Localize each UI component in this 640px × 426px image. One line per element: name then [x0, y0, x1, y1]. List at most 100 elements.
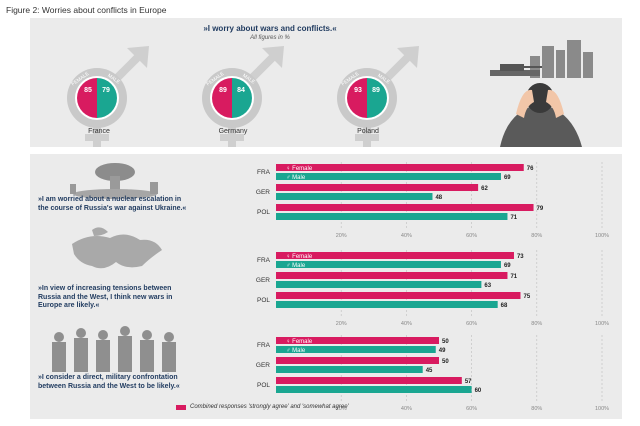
- category-label-fra: FRA: [257, 169, 271, 176]
- tick-label-20: 20%: [336, 406, 347, 412]
- figure-title: Figure 2: Worries about conflicts in Eur…: [6, 5, 167, 15]
- female-value: 93: [354, 87, 362, 94]
- male-value: 89: [372, 87, 380, 94]
- statement-nuclear: »I am worried about a nuclear escalation…: [38, 196, 187, 212]
- male-value-fra: 69: [504, 175, 511, 181]
- bottom-illustrations: [52, 163, 176, 372]
- male-value-ger: 63: [484, 283, 491, 289]
- male-arrow-head: [262, 46, 284, 68]
- tick-label-20: 20%: [336, 233, 347, 239]
- female-value-ger: 62: [481, 186, 488, 192]
- bar-charts: 20% 40% 60% 80% 100% FRA 76 ♀ Female 69 ♂ Male GER…: [256, 162, 609, 412]
- female-value-fra: 76: [527, 166, 534, 172]
- female-value-fra: 73: [517, 254, 524, 260]
- male-value-pol: 71: [510, 215, 517, 221]
- statement-confrontation: »I consider a direct, military confronta…: [38, 374, 180, 390]
- category-label-fra: FRA: [257, 342, 271, 349]
- male-half: [232, 78, 252, 118]
- soldiers-icon: [52, 326, 176, 372]
- top-headline: »I worry about wars and conflicts.«: [203, 24, 337, 33]
- category-label-pol: POL: [257, 209, 270, 216]
- female-value-ger: 50: [442, 359, 449, 365]
- tick-label-20: 20%: [336, 321, 347, 327]
- tick-label-100: 100%: [595, 321, 609, 327]
- tick-label-80: 80%: [531, 406, 542, 412]
- country-label-germany: Germany: [218, 128, 248, 135]
- male-bar-fra: [276, 261, 501, 268]
- tick-label-80: 80%: [531, 321, 542, 327]
- male-value: 84: [237, 87, 245, 94]
- male-value: 79: [102, 87, 110, 94]
- female-value-pol: 79: [537, 206, 544, 212]
- female-cross-bar: [355, 134, 379, 141]
- worried-person-illustration: [490, 40, 593, 147]
- male-value-fra: 49: [439, 348, 446, 354]
- female-bar-ger: [276, 272, 508, 279]
- series-label-male: ♂ Male: [286, 175, 306, 181]
- europe-map-icon: [72, 227, 162, 269]
- female-half: [77, 78, 97, 118]
- country-label-france: France: [88, 128, 110, 135]
- male-bar-fra: [276, 346, 436, 353]
- series-label-male: ♂ Male: [286, 348, 306, 354]
- female-value-ger: 71: [510, 274, 517, 280]
- male-bar-ger: [276, 193, 433, 200]
- male-value-pol: 60: [475, 388, 482, 394]
- category-label-ger: GER: [256, 189, 270, 196]
- male-bar-pol: [276, 213, 508, 220]
- person-figure: [500, 83, 582, 147]
- tick-label-40: 40%: [401, 233, 412, 239]
- female-bar-pol: [276, 377, 462, 384]
- tick-label-40: 40%: [401, 406, 412, 412]
- category-label-pol: POL: [257, 382, 270, 389]
- bar-chart-1: 20% 40% 60% 80% 100% FRA 76 ♀ Female 69 ♂ Male GER…: [256, 162, 609, 239]
- country-label-poland: Poland: [357, 128, 379, 135]
- male-half: [367, 78, 387, 118]
- female-cross-bar: [220, 134, 244, 141]
- series-label-female: ♀ Female: [286, 166, 313, 172]
- city-ruins-icon: [490, 40, 593, 78]
- female-value: 89: [219, 87, 227, 94]
- male-bar-ger: [276, 366, 423, 373]
- tick-label-60: 60%: [466, 321, 477, 327]
- bottom-panel: »I am worried about a nuclear escalation…: [30, 154, 622, 419]
- female-half: [347, 78, 367, 118]
- female-value-fra: 50: [442, 339, 449, 345]
- male-arrow-head: [127, 46, 149, 68]
- male-value-pol: 68: [501, 303, 508, 309]
- female-value-pol: 57: [465, 379, 472, 385]
- male-value-ger: 48: [435, 195, 442, 201]
- male-bar-fra: [276, 173, 501, 180]
- statement-tensions: »In view of increasing tensions between …: [38, 285, 173, 309]
- female-half: [212, 78, 232, 118]
- nuclear-cloud-icon: [70, 163, 158, 199]
- top-panel: »I worry about wars and conflicts.« All …: [30, 18, 622, 147]
- series-label-male: ♂ Male: [286, 263, 306, 269]
- female-value-pol: 75: [524, 294, 531, 300]
- top-subline: All figures in %: [250, 35, 290, 41]
- female-bar-ger: [276, 184, 479, 191]
- male-bar-pol: [276, 386, 472, 393]
- tick-label-40: 40%: [401, 321, 412, 327]
- series-label-female: ♀ Female: [286, 254, 313, 260]
- male-bar-pol: [276, 301, 498, 308]
- tick-label-100: 100%: [595, 233, 609, 239]
- category-label-ger: GER: [256, 362, 270, 369]
- female-bar-fra: [276, 164, 524, 171]
- male-bar-ger: [276, 281, 482, 288]
- female-bar-ger: [276, 357, 439, 364]
- male-half: [97, 78, 117, 118]
- female-bar-pol: [276, 292, 521, 299]
- tick-label-60: 60%: [466, 233, 477, 239]
- tick-label-80: 80%: [531, 233, 542, 239]
- category-label-ger: GER: [256, 277, 270, 284]
- male-value-fra: 69: [504, 263, 511, 269]
- female-bar-pol: [276, 204, 534, 211]
- category-label-pol: POL: [257, 297, 270, 304]
- female-bar-fra: [276, 337, 439, 344]
- female-value: 85: [84, 87, 92, 94]
- category-label-fra: FRA: [257, 257, 271, 264]
